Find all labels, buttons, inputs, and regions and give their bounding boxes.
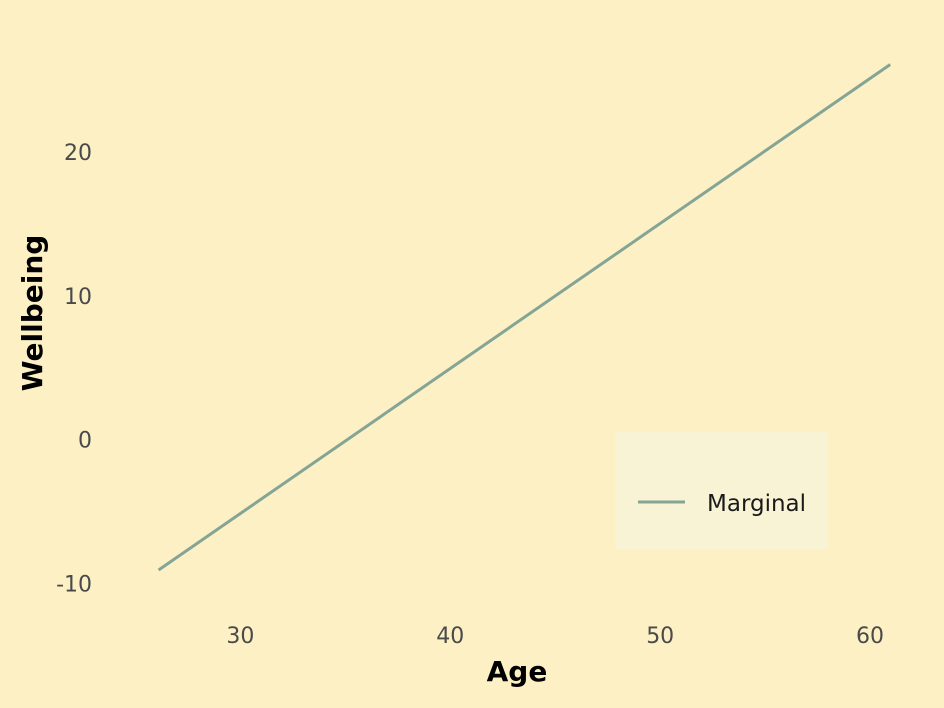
x-tick-label: 60: [856, 624, 884, 649]
y-tick-label: 0: [78, 429, 92, 454]
x-axis-title: Age: [487, 655, 548, 688]
legend: Marginal: [615, 432, 828, 549]
y-tick-label: -10: [56, 572, 92, 597]
x-tick-label: 40: [436, 624, 464, 649]
series-layer: [157, 63, 892, 572]
series-line-marginal: [157, 63, 892, 572]
y-tick-label: 20: [64, 141, 92, 166]
y-axis-ticks: -10 0 10 20: [56, 141, 92, 597]
x-axis-ticks: 30 40 50 60: [226, 624, 884, 649]
legend-label-marginal: Marginal: [707, 491, 806, 517]
x-tick-label: 50: [646, 624, 674, 649]
y-tick-label: 10: [64, 285, 92, 310]
x-tick-label: 30: [226, 624, 254, 649]
y-axis-title: Wellbeing: [16, 235, 49, 392]
legend-box: [615, 432, 828, 549]
